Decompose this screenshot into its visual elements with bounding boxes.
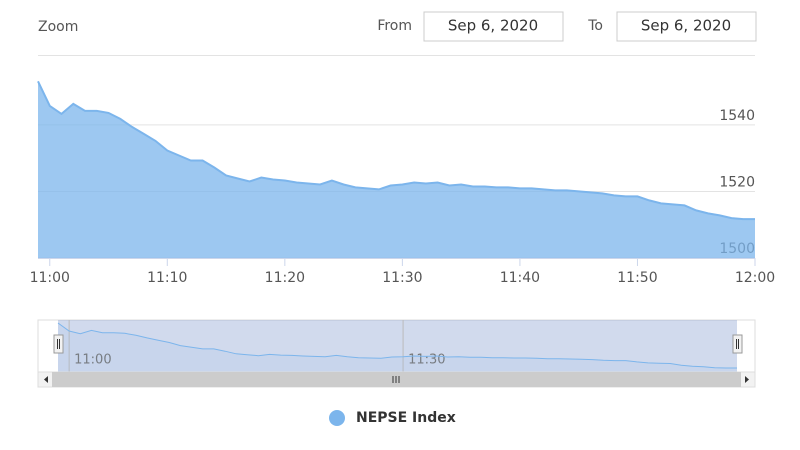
handle-grip xyxy=(57,339,60,349)
x-tick-label: 11:40 xyxy=(500,270,540,286)
zoom-label: Zoom xyxy=(38,19,78,35)
scrollbar xyxy=(37,371,756,388)
y-tick-label: 1540 xyxy=(719,108,755,124)
legend-label[interactable]: NEPSE Index xyxy=(356,410,456,426)
navigator-handle[interactable] xyxy=(53,334,64,354)
from-label: From xyxy=(377,18,412,34)
to-input[interactable] xyxy=(616,11,757,42)
from-date[interactable]: Sep 6, 2020 xyxy=(448,17,538,35)
to-label: To xyxy=(587,18,603,34)
legend-symbol[interactable] xyxy=(329,410,345,426)
x-tick-label: 11:20 xyxy=(265,270,305,286)
navigator-mask[interactable] xyxy=(58,320,737,372)
x-tick-label: 11:10 xyxy=(147,270,187,286)
y-tick-label: 1520 xyxy=(719,174,755,190)
scroll-right-arrow[interactable] xyxy=(745,376,749,383)
navigator-handle[interactable] xyxy=(732,334,743,354)
navigator-frame xyxy=(37,319,756,373)
area-line xyxy=(37,80,755,221)
plot-area: 15001520154011:0011:1011:2011:3011:4011:… xyxy=(30,80,775,286)
scrollbar-grip xyxy=(392,376,400,383)
handle-grip xyxy=(736,339,739,349)
area-fill xyxy=(38,81,755,258)
navigator: 11:00 11:30 xyxy=(37,319,756,373)
scroll-left-arrow[interactable] xyxy=(44,376,48,383)
from-input[interactable] xyxy=(423,11,564,42)
to-date[interactable]: Sep 6, 2020 xyxy=(641,17,731,35)
x-tick-label: 12:00 xyxy=(735,270,775,286)
x-tick-label: 11:30 xyxy=(382,270,422,286)
navigator-line xyxy=(57,322,737,369)
x-tick-label: 11:00 xyxy=(30,270,70,286)
legend: NEPSE Index xyxy=(329,410,456,426)
navigator-tick-label: 11:00 xyxy=(74,353,111,368)
navigator-area xyxy=(58,323,737,372)
x-tick-label: 11:50 xyxy=(617,270,657,286)
